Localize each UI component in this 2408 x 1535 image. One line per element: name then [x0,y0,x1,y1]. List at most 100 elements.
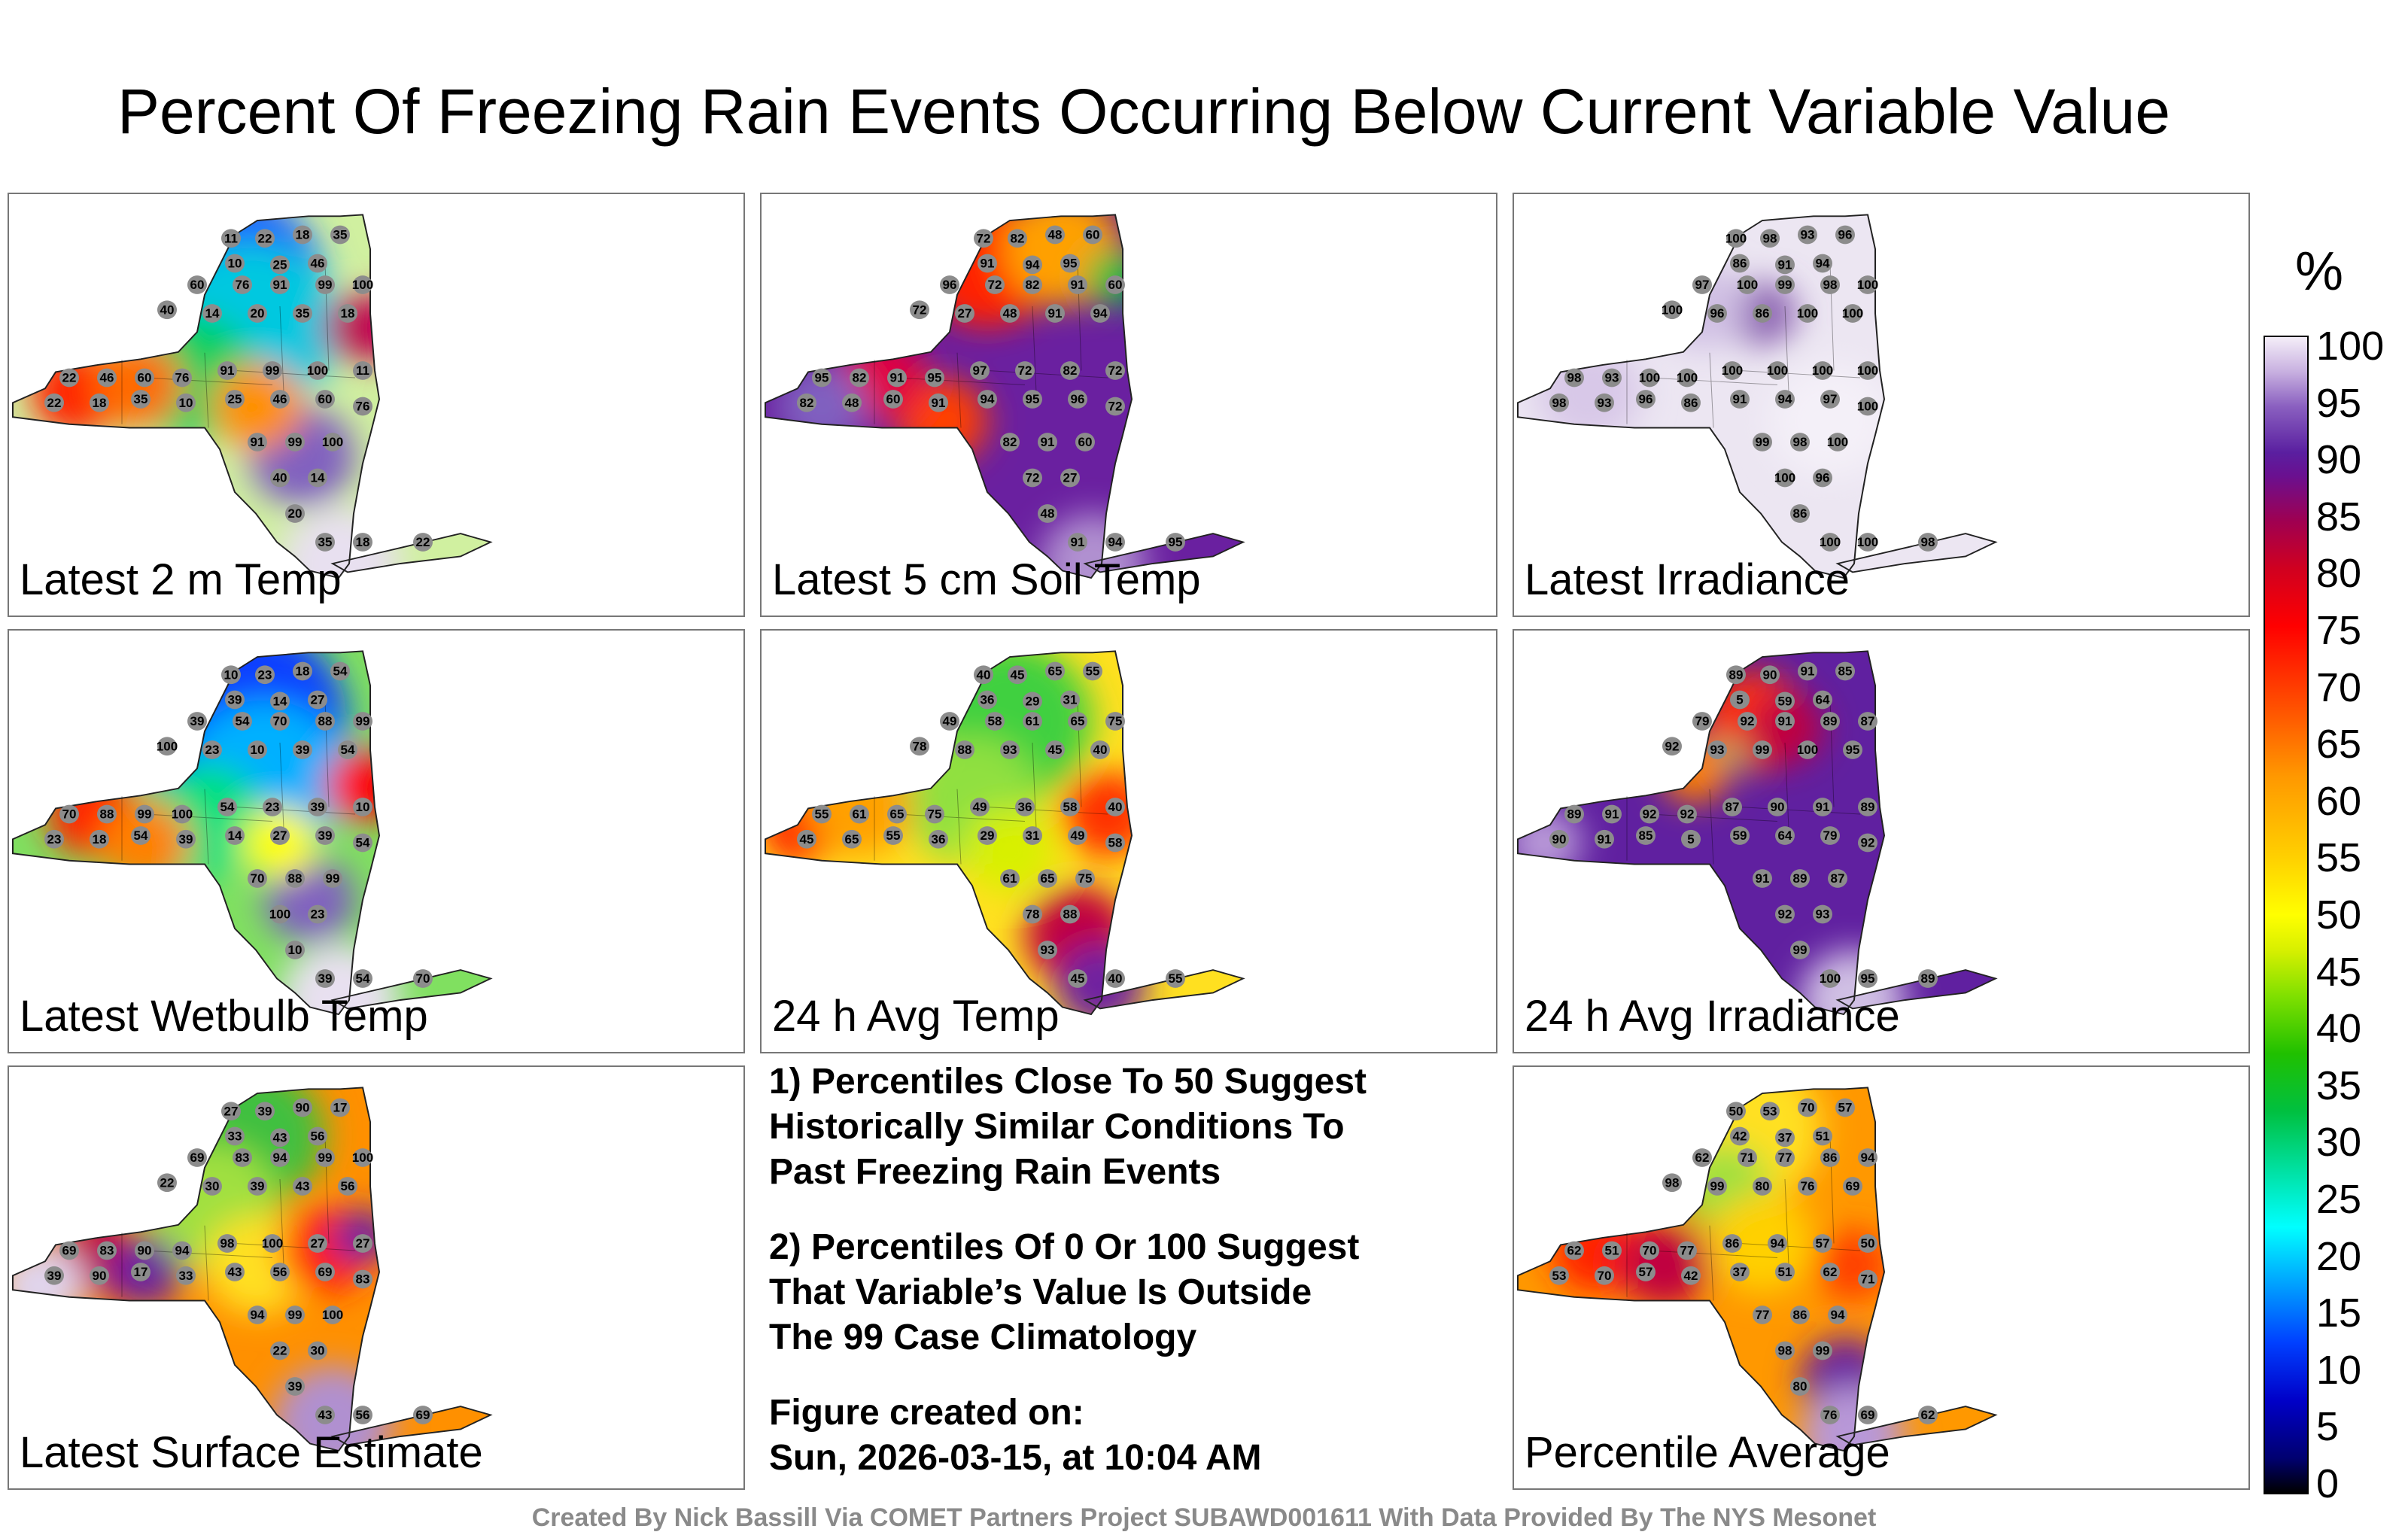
svg-text:95: 95 [1861,972,1875,986]
svg-text:90: 90 [296,1101,310,1115]
svg-text:25: 25 [228,393,242,407]
svg-text:82: 82 [1011,232,1025,246]
station-marker: 88 [1060,904,1080,924]
station-marker: 99 [1790,941,1810,959]
station-marker: 45 [797,829,816,849]
svg-text:69: 69 [1846,1180,1860,1194]
station-marker: 94 [270,1148,290,1167]
colorbar-tick: 10 [2316,1347,2362,1393]
state-outline [1083,969,1245,1010]
station-marker: 98 [1775,1341,1795,1360]
svg-text:31: 31 [1063,693,1078,707]
svg-text:100: 100 [1842,307,1863,321]
station-marker: 23 [44,829,64,849]
svg-text:55: 55 [815,807,829,822]
station-marker: 49 [970,798,990,816]
station-marker: 100 [1725,229,1747,248]
note-2-line: That Variable’s Value Is Outside [769,1272,1312,1312]
station-marker: 96 [1068,390,1087,409]
figure-created: Figure created on: Sun, 2026-03-15, at 1… [769,1391,1491,1481]
svg-text:65: 65 [1048,664,1063,679]
station-marker: 23 [308,904,327,924]
svg-text:27: 27 [224,1105,239,1119]
notes-block: 1) Percentiles Close To 50 Suggest Histo… [769,1059,1491,1511]
station-marker: 53 [1549,1266,1569,1285]
svg-text:55: 55 [886,829,901,843]
svg-text:98: 98 [1552,396,1567,410]
station-marker: 17 [330,1098,350,1117]
station-marker: 91 [1798,661,1817,681]
svg-text:22: 22 [416,536,430,550]
station-marker: 55 [1166,969,1185,988]
colorbar-tick: 100 [2316,324,2385,369]
panel-latest-irradiance: 100 98 93 96 86 91 94 97 100 99 98 100 100 96 86 100 100… [1513,193,2250,617]
county-lines [1626,699,1861,865]
svg-text:30: 30 [205,1180,220,1194]
station-marker: 27 [308,690,327,710]
svg-text:98: 98 [1778,1344,1792,1358]
svg-text:91: 91 [1816,801,1830,815]
state-outline [1517,214,1886,579]
svg-text:46: 46 [311,257,325,271]
svg-text:100: 100 [322,1309,343,1323]
station-marker: 77 [1753,1306,1772,1324]
svg-text:91: 91 [220,364,235,378]
station-marker: 37 [1730,1263,1750,1281]
station-marker: 91 [1813,798,1832,816]
station-marker: 55 [1083,661,1102,681]
station-marker: 36 [1015,798,1035,816]
svg-text:100: 100 [1722,364,1743,378]
svg-text:96: 96 [1838,228,1853,242]
svg-text:70: 70 [62,807,77,822]
svg-text:10: 10 [356,801,370,815]
station-marker: 100 [269,904,290,924]
station-marker: 60 [187,275,207,294]
svg-text:58: 58 [988,715,1002,729]
station-marker: 60 [883,390,903,409]
station-marker: 88 [315,712,335,731]
svg-text:56: 56 [356,1409,370,1423]
svg-text:23: 23 [311,907,325,922]
station-marker: 39 [176,829,196,849]
map-latest-irradiance: 100 98 93 96 86 91 94 97 100 99 98 100 100 96 86 100 100… [1517,214,1998,579]
station-marker: 99 [323,869,342,888]
station-marker: 23 [202,740,222,759]
svg-text:40: 40 [977,668,991,682]
station-marker: 51 [1602,1241,1622,1260]
svg-text:86: 86 [1733,257,1747,271]
svg-text:62: 62 [1921,1409,1935,1423]
svg-text:60: 60 [190,278,205,293]
station-marker: 39 [285,1377,305,1396]
svg-text:88: 88 [288,872,303,886]
station-marker: 40 [157,300,177,320]
station-marker: 23 [263,798,282,816]
station-marker: 91 [1730,390,1750,409]
station-marker: 86 [1730,254,1750,273]
county-lines [874,263,1108,428]
svg-text:54: 54 [236,715,251,729]
svg-text:99: 99 [1778,278,1792,293]
station-marker: 90 [1549,829,1569,849]
svg-text:18: 18 [93,396,107,410]
svg-text:22: 22 [62,371,77,385]
station-marker: 57 [1813,1234,1832,1253]
svg-text:39: 39 [190,715,205,729]
svg-text:48: 48 [1041,507,1055,521]
station-marker: 43 [270,1128,290,1147]
svg-text:57: 57 [1838,1101,1853,1115]
station-marker: 86 [1753,304,1772,323]
svg-text:75: 75 [928,807,942,822]
station-marker: 39 [315,969,335,988]
credit-line: Created By Nick Bassill Via COMET Partne… [531,1503,1877,1532]
svg-text:94: 94 [1093,307,1108,321]
station-marker: 92 [1858,833,1877,853]
svg-text:51: 51 [1778,1266,1792,1280]
svg-text:95: 95 [1846,743,1860,758]
station-marker: 98 [217,1234,237,1253]
svg-text:100: 100 [1662,303,1683,318]
station-marker: 99 [353,712,372,731]
svg-text:100: 100 [172,807,193,822]
colorbar-tick: 30 [2316,1120,2362,1166]
svg-text:49: 49 [973,801,987,815]
svg-text:97: 97 [1823,393,1838,407]
